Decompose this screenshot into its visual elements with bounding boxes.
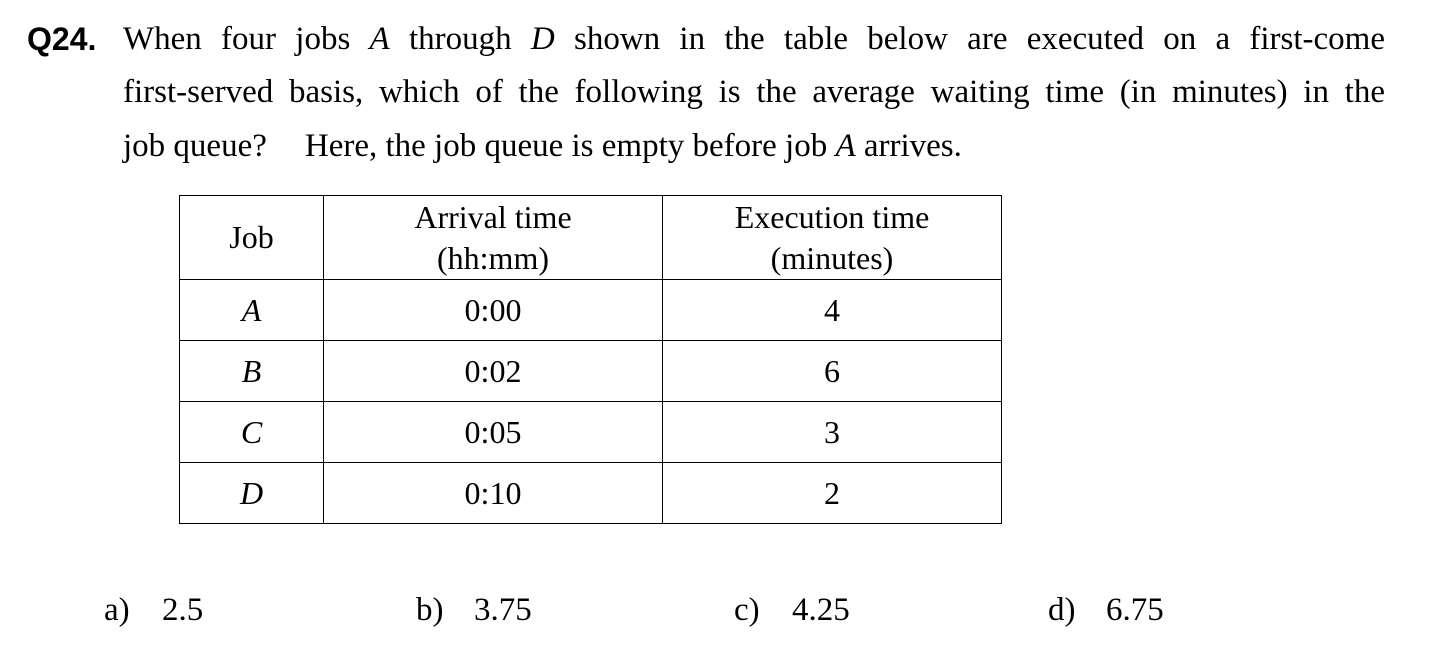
- choice-b[interactable]: b) 3.75: [416, 588, 532, 632]
- table-row: D 0:10 2: [179, 462, 1002, 524]
- job-a-ref: A: [369, 21, 390, 57]
- cell-execution: 6: [662, 340, 1002, 402]
- table-row: B 0:02 6: [179, 340, 1002, 402]
- question-text-segment: Here, the job queue is empty before job: [304, 128, 836, 164]
- choice-value: 6.75: [1106, 592, 1164, 628]
- choice-d[interactable]: d) 6.75: [1048, 588, 1164, 632]
- question-text-segment: through: [389, 21, 531, 57]
- question-text-line-1: When four jobs A through D shown in the …: [123, 17, 1385, 61]
- table-row: A 0:00 4: [179, 279, 1002, 341]
- cell-arrival: 0:00: [323, 279, 663, 341]
- choice-letter: c): [734, 592, 760, 628]
- header-job-label: Job: [229, 219, 274, 255]
- question-text-segment: shown in the table below are executed on…: [554, 21, 1385, 57]
- cell-job: C: [179, 401, 324, 463]
- choice-value: 3.75: [474, 592, 532, 628]
- cell-execution: 3: [662, 401, 1002, 463]
- question-text-segment: arrives.: [855, 128, 962, 164]
- cell-arrival: 0:10: [323, 462, 663, 524]
- cell-job: D: [179, 462, 324, 524]
- choice-value: 4.25: [792, 592, 850, 628]
- header-arrival-time: Arrival time (hh:mm): [323, 195, 663, 280]
- header-execution-time: Execution time (minutes): [662, 195, 1002, 280]
- question-number: Q24.: [27, 21, 97, 57]
- choice-c[interactable]: c) 4.25: [734, 588, 850, 632]
- cell-execution: 2: [662, 462, 1002, 524]
- cell-arrival: 0:05: [323, 401, 663, 463]
- table-row: C 0:05 3: [179, 401, 1002, 463]
- choice-value: 2.5: [162, 592, 204, 628]
- header-arrival-unit: (hh:mm): [437, 239, 549, 276]
- question-text-line-2: first-served basis, which of the followi…: [123, 74, 1385, 110]
- choice-letter: d): [1048, 592, 1076, 628]
- table-header-row: Job Arrival time (hh:mm) Execution time (m…: [179, 195, 1002, 280]
- choice-a[interactable]: a) 2.5: [104, 588, 203, 632]
- question-text-line-3: job queue? Here, the job queue is empty b…: [123, 124, 962, 168]
- jobs-table: Job Arrival time (hh:mm) Execution time (m…: [179, 195, 1002, 524]
- header-job: Job: [179, 195, 324, 280]
- job-d-ref: D: [530, 21, 555, 57]
- choice-letter: b): [416, 592, 444, 628]
- choice-letter: a): [104, 592, 130, 628]
- header-arrival-label: Arrival time: [414, 198, 572, 235]
- cell-job: A: [179, 279, 324, 341]
- question-text-segment: job queue?: [123, 128, 267, 164]
- job-a-ref: A: [835, 128, 856, 164]
- header-execution-label: Execution time: [734, 198, 930, 235]
- cell-arrival: 0:02: [323, 340, 663, 402]
- question-text-segment: When four jobs: [123, 21, 370, 57]
- header-execution-unit: (minutes): [770, 239, 894, 276]
- cell-job: B: [179, 340, 324, 402]
- cell-execution: 4: [662, 279, 1002, 341]
